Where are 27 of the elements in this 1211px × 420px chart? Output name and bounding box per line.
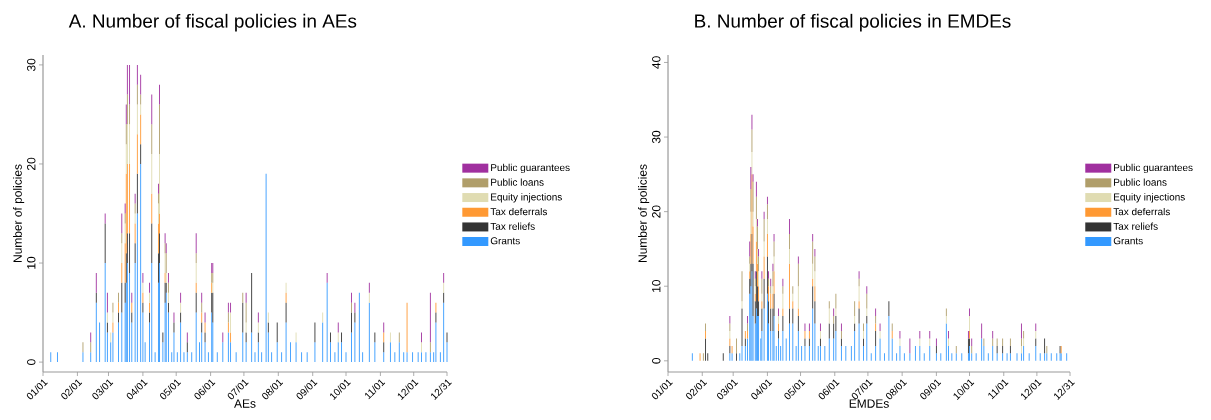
legend-label: Equity injections: [491, 193, 562, 203]
legend-label: Public guarantees: [491, 163, 570, 174]
legend-label: Tax deferrals: [490, 207, 547, 216]
legend-label: Tax deferrals: [1113, 207, 1170, 216]
y-tick-label: 10: [27, 256, 36, 269]
legend-label: Public loans: [1114, 178, 1167, 186]
legend-label: Tax reliefs: [490, 222, 535, 230]
y-tick-label: 20: [27, 157, 36, 171]
legend-label: Tax reliefs: [1113, 222, 1158, 230]
legend-label: Grants: [490, 237, 520, 245]
y-tick-label: 0: [27, 359, 36, 365]
y-axis-title: Number of policies: [13, 164, 25, 263]
y-tick-label: 0: [652, 357, 661, 364]
x-axis-title: AEs: [234, 399, 256, 408]
y-tick-label: 10: [652, 280, 661, 292]
y-tick-label: 30: [27, 58, 36, 72]
legend-label: Public guarantees: [1114, 163, 1193, 174]
x-axis-title: EMDEs: [849, 399, 889, 408]
y-tick-label: 40: [652, 56, 661, 69]
legend-label: Equity injections: [1114, 193, 1185, 203]
y-tick-label: 20: [652, 205, 661, 218]
y-tick-label: 30: [652, 130, 661, 144]
legend-label: Public loans: [491, 178, 544, 186]
legend-label: Grants: [1113, 237, 1143, 245]
chart-title: A. Number of fiscal policies in AEs: [68, 13, 357, 32]
y-axis-title: Number of policies: [638, 164, 650, 263]
chart-title: B. Number of fiscal policies in EMDEs: [695, 13, 1011, 32]
